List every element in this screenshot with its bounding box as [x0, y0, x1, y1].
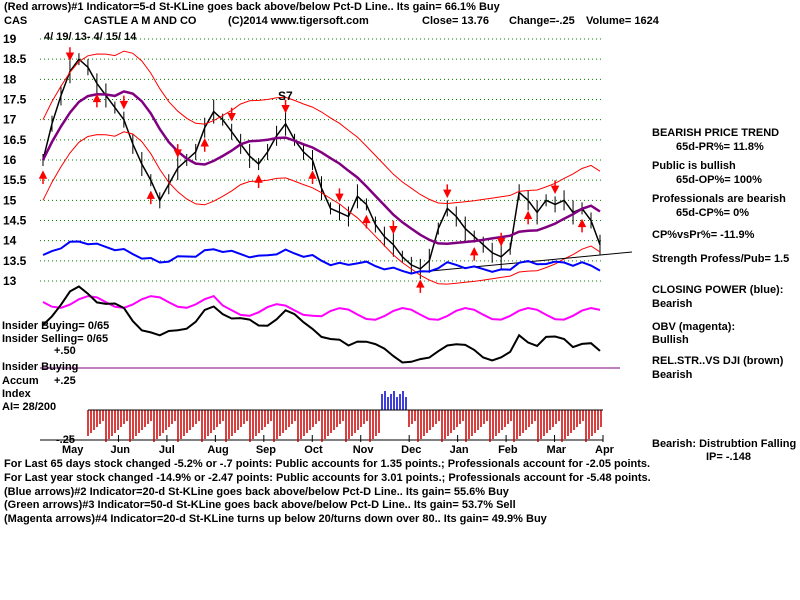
- sell-arrow: [281, 99, 290, 114]
- month-label-feb: Feb: [498, 444, 518, 456]
- sell-arrow: [119, 95, 129, 110]
- footer-blue-arrows-line: (Blue arrows)#2 Indicator=20-d St-KLine …: [4, 486, 509, 498]
- strength-profess-pub: Strength Profess/Pub= 1.5: [652, 253, 790, 265]
- accum-label: Accum: [2, 375, 39, 387]
- obv-label: OBV (magenta):: [652, 321, 736, 333]
- trend-title: BEARISH PRICE TREND: [652, 127, 780, 139]
- insider-buying-count: Insider Buying= 0/65: [2, 320, 110, 332]
- insider-selling-count: Insider Selling= 0/65: [2, 333, 109, 345]
- month-label-apr: Apr: [595, 444, 615, 456]
- sell-arrow: [173, 144, 182, 158]
- y-tick-label: 18.5: [3, 52, 27, 66]
- ai-label: AI= 28/200: [2, 401, 57, 413]
- month-label-sep: Sep: [256, 444, 276, 456]
- relstr-status: Bearish: [652, 369, 693, 381]
- month-label-aug: Aug: [207, 444, 228, 456]
- upper-band-line: [42, 50, 601, 205]
- month-label-oct: Oct: [304, 444, 323, 456]
- y-tick-label: 16: [3, 153, 17, 167]
- buy-arrow: [362, 214, 371, 229]
- signal-label: S7: [278, 89, 293, 103]
- footer-65-day-line: For Last 65 days stock changed -5.2% or …: [4, 458, 651, 470]
- closing-power-line: [42, 240, 601, 275]
- buy-arrow: [254, 174, 263, 189]
- buy-arrow: [200, 138, 209, 152]
- footer-magenta-arrows-line: (Magenta arrows)#4 Indicator=20-d St-KLi…: [4, 513, 547, 525]
- month-label-mar: Mar: [547, 444, 567, 456]
- buy-arrow: [416, 279, 425, 293]
- index-label: Index: [2, 388, 31, 400]
- copyright-label: (C)2014 www.tigersoft.com: [228, 15, 369, 27]
- buy-arrow: [523, 210, 533, 225]
- sell-arrow: [496, 232, 506, 247]
- sell-arrow: [389, 220, 398, 235]
- y-tick-label: 17.5: [3, 93, 27, 107]
- buy-arrow: [146, 190, 156, 205]
- month-label-dec: Dec: [401, 444, 421, 456]
- op-value: 65d-OP%= 100%: [676, 174, 762, 186]
- closing-power-status: Bearish: [652, 298, 693, 310]
- public-status: Public is bullish: [652, 160, 736, 172]
- buy-arrow: [308, 170, 317, 184]
- obv-status: Bullish: [652, 334, 689, 346]
- distribution-status: Bearish: Distrubtion Falling: [652, 438, 797, 450]
- accum-tick-plus-25: +.25: [54, 375, 76, 387]
- cp-value: 65d-CP%= 0%: [676, 207, 750, 219]
- sell-arrow: [335, 188, 344, 203]
- buy-arrow: [38, 170, 48, 184]
- sell-arrow: [227, 107, 236, 122]
- ip-value: IP= -.148: [706, 451, 751, 463]
- close-value: Close= 13.76: [422, 15, 489, 27]
- professionals-status: Professionals are bearish: [652, 193, 786, 205]
- insider-buying-label: Insider Buying: [2, 361, 79, 373]
- volume-value: Volume= 1624: [586, 15, 659, 27]
- y-tick-label: 14: [3, 234, 17, 248]
- relstr-label: REL.STR..VS DJI (brown): [652, 355, 784, 367]
- y-tick-label: 19: [3, 32, 17, 46]
- footer-year-line: For Last year stock changed -14.9% or -2…: [4, 472, 651, 484]
- y-tick-label: 18: [3, 72, 17, 86]
- pr-value: 65d-PR%= 11.8%: [676, 141, 764, 153]
- sell-arrow: [65, 47, 75, 61]
- header-indicator-line: (Red arrows)#1 Indicator=5-d St-KLine go…: [4, 1, 500, 13]
- sell-arrow: [550, 180, 560, 195]
- y-tick-label: 15.5: [3, 173, 27, 187]
- date-range: 4/ 19/ 13- 4/ 15/ 14: [44, 31, 137, 43]
- change-value: Change=-.25: [509, 15, 575, 27]
- obv-line: [42, 294, 601, 321]
- buy-arrow: [470, 246, 479, 261]
- moving-average-line: [41, 90, 601, 246]
- buy-arrow: [577, 218, 587, 233]
- buy-arrow: [92, 93, 102, 108]
- y-tick-label: 15: [3, 193, 17, 207]
- company-name: CASTLE A M AND CO: [84, 15, 197, 27]
- sell-arrow: [443, 184, 452, 199]
- month-label-jan: Jan: [450, 444, 469, 456]
- closing-power-label: CLOSING POWER (blue):: [652, 284, 784, 296]
- accum-tick-plus-50: +.50: [54, 345, 76, 357]
- month-label-may: May: [62, 444, 84, 456]
- price-series-line: [42, 58, 601, 270]
- y-tick-label: 17: [3, 113, 17, 127]
- month-label-jul: Jul: [159, 444, 175, 456]
- symbol-label: CAS: [4, 15, 28, 27]
- lower-band-line: [42, 131, 601, 285]
- accum-tick-minus-25: -.25: [56, 434, 75, 446]
- footer-green-arrows-line: (Green arrows)#3 Indicator=50-d St-KLine…: [4, 499, 516, 511]
- y-tick-label: 16.5: [3, 133, 27, 147]
- cp-vs-pr: CP%vsPr%= -11.9%: [652, 229, 755, 241]
- month-label-nov: Nov: [353, 444, 375, 456]
- relative-strength-line: [42, 285, 601, 364]
- y-tick-label: 13: [3, 274, 17, 288]
- month-label-jun: Jun: [110, 444, 130, 456]
- y-tick-label: 13.5: [3, 254, 27, 268]
- y-tick-label: 14.5: [3, 214, 27, 228]
